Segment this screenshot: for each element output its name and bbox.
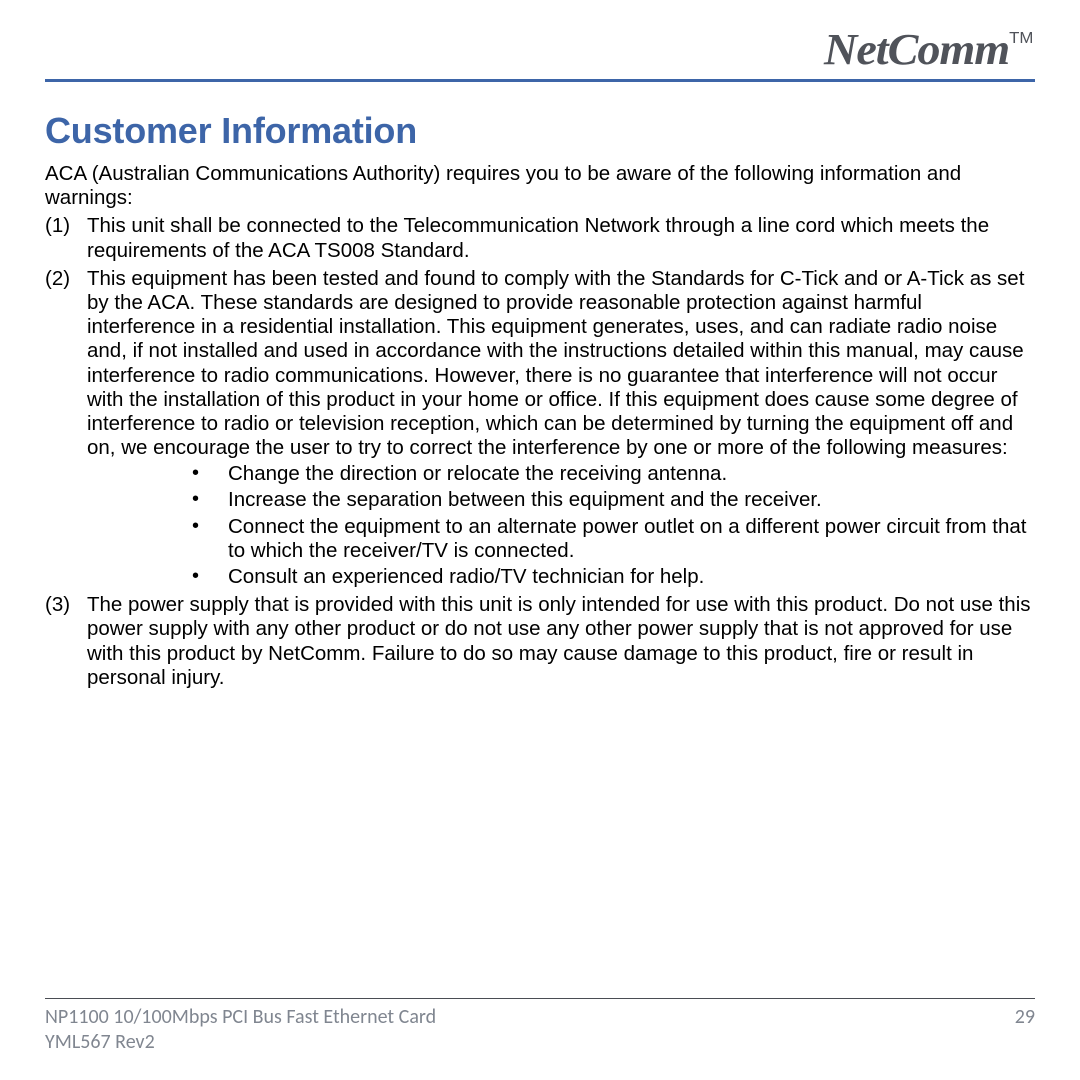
brand-name: NetComm [824, 25, 1009, 74]
list-item: This equipment has been tested and found… [45, 267, 1035, 589]
bullet-item: Change the direction or relocate the rec… [192, 462, 1035, 486]
footer-doc-ref: YML567 Rev2 [45, 1030, 436, 1054]
header-divider [45, 79, 1035, 82]
numbered-list: This unit shall be connected to the Tele… [45, 214, 1035, 690]
footer-product: NP1100 10/100Mbps PCI Bus Fast Ethernet … [45, 1005, 436, 1029]
bullet-item: Increase the separation between this equ… [192, 488, 1035, 512]
list-item-text: This unit shall be connected to the Tele… [87, 214, 989, 261]
page-footer: NP1100 10/100Mbps PCI Bus Fast Ethernet … [45, 998, 1035, 1054]
brand-logo: NetCommTM [45, 20, 1035, 75]
section-title: Customer Information [45, 110, 1035, 152]
trademark-symbol: TM [1009, 30, 1033, 47]
bullet-item: Consult an experienced radio/TV technici… [192, 565, 1035, 589]
bullet-list: Change the direction or relocate the rec… [87, 462, 1035, 589]
page-number: 29 [1015, 1005, 1035, 1029]
bullet-item: Connect the equipment to an alternate po… [192, 515, 1035, 563]
list-item: The power supply that is provided with t… [45, 593, 1035, 690]
list-item-text: This equipment has been tested and found… [87, 267, 1024, 459]
list-item-text: The power supply that is provided with t… [87, 593, 1031, 689]
footer-divider [45, 998, 1035, 999]
intro-paragraph: ACA (Australian Communications Authority… [45, 162, 1035, 210]
list-item: This unit shall be connected to the Tele… [45, 214, 1035, 262]
